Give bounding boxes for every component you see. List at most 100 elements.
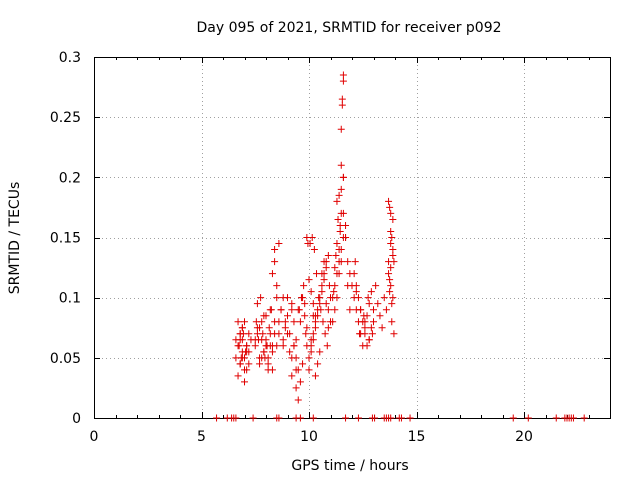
- data-point: [311, 324, 319, 332]
- data-point: [385, 197, 393, 205]
- data-point: [311, 312, 319, 320]
- data-point: [333, 240, 341, 248]
- data-point: [319, 318, 327, 326]
- data-point: [266, 330, 274, 338]
- data-point: [331, 264, 339, 272]
- data-point: [552, 414, 560, 422]
- data-point: [352, 288, 360, 296]
- y-tick-label: 0: [72, 411, 81, 427]
- data-point: [294, 396, 302, 404]
- data-point: [275, 330, 283, 338]
- y-axis-label: SRMTID / TECUs: [7, 182, 23, 295]
- data-point: [386, 276, 394, 284]
- data-point: [336, 227, 344, 235]
- data-point: [294, 366, 302, 374]
- y-tick-label: 0.05: [50, 351, 81, 367]
- data-point: [397, 414, 405, 422]
- grid-lines: [94, 57, 610, 418]
- data-point: [365, 336, 373, 344]
- data-point: [249, 414, 257, 422]
- data-point: [387, 227, 395, 235]
- data-point: [259, 330, 267, 338]
- data-point: [264, 354, 272, 362]
- data-point: [389, 215, 397, 223]
- data-point: [265, 324, 273, 332]
- data-point: [286, 348, 294, 356]
- data-point: [318, 282, 326, 290]
- data-point: [266, 342, 274, 350]
- data-point: [380, 294, 388, 302]
- data-point: [288, 372, 296, 380]
- data-point: [335, 191, 343, 199]
- data-point: [331, 306, 339, 314]
- data-point: [330, 288, 338, 296]
- data-point: [367, 324, 375, 332]
- data-point: [389, 252, 397, 260]
- data-point: [335, 270, 343, 278]
- data-point: [333, 294, 341, 302]
- data-point: [333, 197, 341, 205]
- data-point: [372, 282, 380, 290]
- data-point: [275, 414, 283, 422]
- x-axis-label: GPS time / hours: [291, 458, 408, 474]
- data-point: [580, 414, 588, 422]
- x-tick-label: 0: [90, 429, 99, 445]
- data-point: [252, 318, 260, 326]
- data-point: [509, 414, 517, 422]
- data-point: [267, 306, 275, 314]
- data-point: [386, 288, 394, 296]
- y-tick-label: 0.2: [59, 170, 81, 186]
- data-point: [339, 173, 347, 181]
- data-point: [281, 324, 289, 332]
- data-point: [387, 414, 395, 422]
- data-point: [363, 342, 371, 350]
- data-point: [260, 348, 268, 356]
- data-point: [304, 240, 312, 248]
- data-point: [386, 203, 394, 211]
- x-tick-label: 20: [515, 429, 533, 445]
- data-point: [387, 282, 395, 290]
- x-tick-label: 10: [300, 429, 318, 445]
- data-point: [310, 246, 318, 254]
- data-point: [352, 282, 360, 290]
- data-point: [346, 306, 354, 314]
- data-point: [350, 270, 358, 278]
- data-point: [337, 209, 345, 217]
- data-point: [258, 336, 266, 344]
- data-point: [337, 258, 345, 266]
- data-point: [301, 300, 309, 308]
- data-point: [305, 354, 313, 362]
- data-point: [390, 330, 398, 338]
- data-point: [271, 258, 279, 266]
- data-point: [251, 342, 259, 350]
- data-point: [351, 258, 359, 266]
- data-point: [292, 336, 300, 344]
- data-point: [368, 330, 376, 338]
- data-point: [241, 318, 248, 326]
- data-point: [309, 414, 317, 422]
- data-point: [385, 258, 393, 266]
- x-tick-label: 15: [408, 429, 426, 445]
- data-point: [307, 288, 315, 296]
- data-point: [303, 234, 311, 241]
- data-point: [241, 378, 248, 386]
- data-point: [367, 288, 375, 296]
- data-point: [360, 312, 368, 320]
- y-tick-label: 0.25: [50, 110, 81, 126]
- data-point: [331, 282, 339, 290]
- data-point: [302, 330, 310, 338]
- data-point: [243, 342, 251, 350]
- data-point: [320, 258, 328, 266]
- data-point: [239, 330, 247, 338]
- data-point: [316, 300, 324, 308]
- data-point: [253, 300, 261, 308]
- data-point: [338, 101, 346, 109]
- data-point: [234, 318, 242, 326]
- data-point: [344, 258, 352, 266]
- data-point: [342, 234, 350, 241]
- data-point: [387, 209, 395, 217]
- data-point: [389, 294, 397, 302]
- data-point: [262, 312, 270, 320]
- data-point: [569, 414, 577, 422]
- data-point: [275, 240, 283, 248]
